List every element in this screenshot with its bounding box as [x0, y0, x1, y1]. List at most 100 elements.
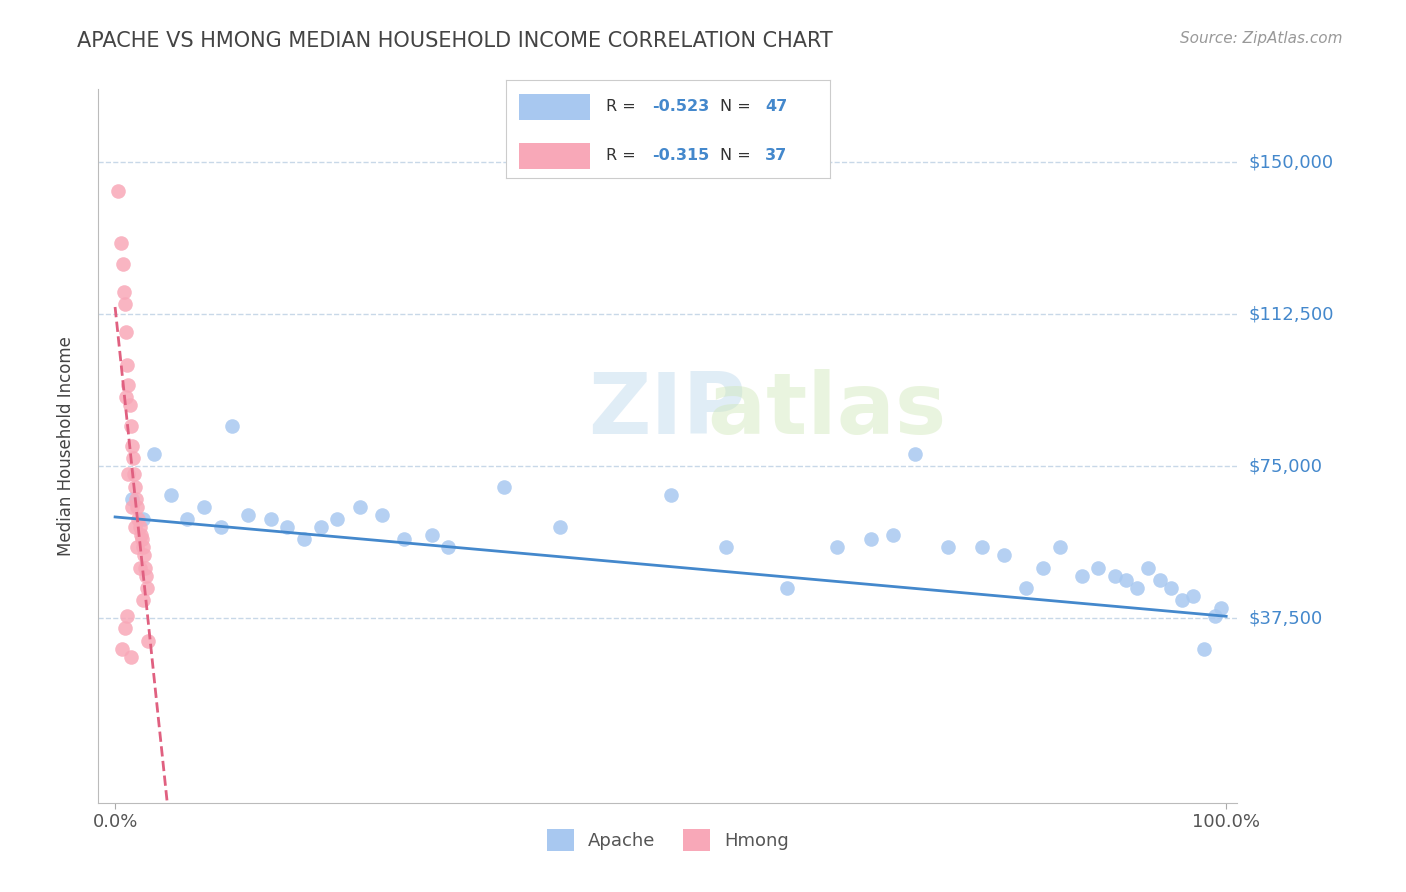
Point [117, 358, 139, 372]
Point [938, 541, 960, 555]
Point [970, 541, 993, 555]
Point [292, 533, 315, 547]
Point [259, 512, 281, 526]
Point [993, 549, 1015, 563]
Point [1181, 589, 1204, 603]
Point [132, 541, 155, 555]
Point [1170, 593, 1192, 607]
Text: ZIP: ZIP [588, 368, 745, 452]
Point [110, 236, 132, 251]
Point [827, 541, 849, 555]
Point [117, 467, 139, 482]
Point [1087, 560, 1109, 574]
Point [136, 581, 159, 595]
Point [1137, 560, 1160, 574]
Point [124, 520, 146, 534]
Point [1209, 601, 1232, 615]
Point [659, 488, 682, 502]
Point [1160, 581, 1182, 595]
Text: atlas: atlas [588, 368, 946, 452]
Text: APACHE VS HMONG MEDIAN HOUSEHOLD INCOME CORRELATION CHART: APACHE VS HMONG MEDIAN HOUSEHOLD INCOME … [77, 31, 834, 51]
Point [276, 520, 298, 534]
Point [114, 297, 136, 311]
Point [159, 488, 181, 502]
Point [138, 633, 160, 648]
Point [131, 533, 153, 547]
Point [1049, 541, 1071, 555]
Point [1104, 568, 1126, 582]
Point [122, 467, 145, 482]
Point [111, 641, 134, 656]
Point [115, 390, 138, 404]
Point [714, 541, 737, 555]
Text: R =: R = [606, 148, 641, 163]
Point [117, 378, 139, 392]
Text: $75,000: $75,000 [1249, 458, 1323, 475]
Point [193, 500, 215, 514]
Point [128, 560, 150, 574]
Point [121, 451, 143, 466]
Point [1115, 573, 1137, 587]
Point [117, 609, 139, 624]
Text: $112,500: $112,500 [1249, 305, 1334, 323]
Point [134, 560, 156, 574]
Point [392, 533, 415, 547]
Point [127, 541, 149, 555]
Point [121, 439, 143, 453]
FancyBboxPatch shape [519, 143, 591, 169]
Y-axis label: Median Household Income: Median Household Income [56, 336, 75, 556]
Point [128, 520, 150, 534]
Point [437, 541, 460, 555]
Text: N =: N = [720, 148, 755, 163]
Text: $37,500: $37,500 [1249, 609, 1323, 627]
Point [115, 326, 138, 340]
Point [492, 479, 515, 493]
Point [221, 418, 243, 433]
FancyBboxPatch shape [519, 94, 591, 120]
Point [238, 508, 260, 522]
Point [129, 528, 152, 542]
Point [121, 500, 143, 514]
Text: -0.315: -0.315 [652, 148, 709, 163]
Point [1192, 641, 1215, 656]
Point [371, 508, 394, 522]
Point [111, 256, 134, 270]
Text: $150,000: $150,000 [1249, 153, 1333, 171]
Point [882, 528, 904, 542]
Text: N =: N = [720, 99, 755, 114]
Point [1070, 568, 1092, 582]
Legend: Apache, Hmong: Apache, Hmong [540, 822, 796, 858]
Point [209, 520, 232, 534]
Point [107, 184, 129, 198]
Point [135, 568, 157, 582]
Point [1032, 560, 1054, 574]
Point [1015, 581, 1038, 595]
Point [309, 520, 332, 534]
Text: 37: 37 [765, 148, 787, 163]
Point [1149, 573, 1171, 587]
Point [121, 491, 143, 506]
Point [114, 622, 136, 636]
Text: -0.523: -0.523 [652, 99, 709, 114]
Point [776, 581, 799, 595]
Point [127, 512, 149, 526]
Point [124, 479, 146, 493]
Text: 47: 47 [765, 99, 787, 114]
Point [125, 491, 148, 506]
Point [420, 528, 443, 542]
Point [132, 549, 155, 563]
Text: Source: ZipAtlas.com: Source: ZipAtlas.com [1180, 31, 1343, 46]
Point [120, 418, 142, 433]
Point [548, 520, 571, 534]
Point [349, 500, 371, 514]
Point [176, 512, 198, 526]
Point [1126, 581, 1149, 595]
Point [904, 447, 927, 461]
Point [120, 649, 142, 664]
Point [326, 512, 349, 526]
Point [132, 593, 155, 607]
Point [127, 500, 149, 514]
Point [132, 512, 155, 526]
Point [1204, 609, 1226, 624]
Point [859, 533, 882, 547]
